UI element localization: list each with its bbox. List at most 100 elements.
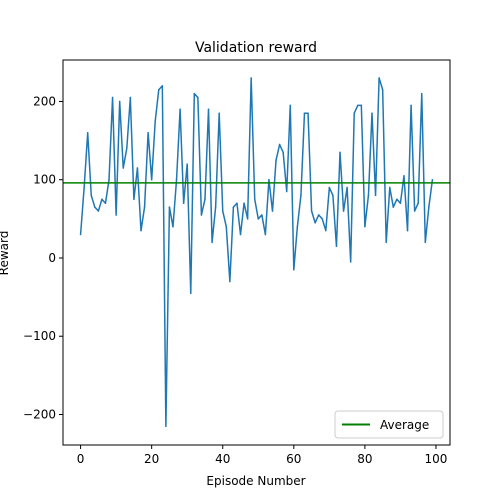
reward-point-5 xyxy=(97,210,100,212)
reward-point-85 xyxy=(381,88,384,91)
series-layer xyxy=(63,77,450,427)
reward-point-91 xyxy=(403,175,405,177)
reward-point-67 xyxy=(317,214,320,216)
reward-point-2 xyxy=(86,132,89,134)
x-axis-label: Episode Number xyxy=(206,474,305,488)
reward-point-7 xyxy=(104,202,107,204)
reward-point-62 xyxy=(300,194,302,197)
reward-point-26 xyxy=(172,225,174,228)
reward-point-4 xyxy=(94,206,96,208)
reward-point-20 xyxy=(150,178,153,181)
reward-point-15 xyxy=(133,198,135,201)
reward-point-84 xyxy=(378,77,380,79)
reward-point-34 xyxy=(200,214,203,216)
reward-point-75 xyxy=(346,186,348,189)
reward-point-65 xyxy=(310,210,313,212)
reward-point-6 xyxy=(101,198,103,201)
reward-point-10 xyxy=(115,214,117,216)
reward-point-33 xyxy=(197,96,199,99)
y-ticks: −200 −100 0 100 200 xyxy=(23,94,63,421)
y-tick-label-0: 0 xyxy=(48,251,56,265)
reward-point-96 xyxy=(420,92,423,95)
x-tick-label-40: 40 xyxy=(215,452,230,466)
reward-point-27 xyxy=(175,178,178,181)
reward-point-13 xyxy=(126,147,128,150)
reward-point-79 xyxy=(360,104,363,107)
reward-point-17 xyxy=(140,229,142,232)
reward-point-93 xyxy=(410,104,412,107)
reward-point-8 xyxy=(108,178,110,181)
reward-point-22 xyxy=(158,88,160,91)
reward-point-77 xyxy=(353,112,355,114)
plot-frame xyxy=(62,59,451,446)
reward-point-44 xyxy=(236,202,238,204)
reward-point-45 xyxy=(239,233,242,236)
reward-point-23 xyxy=(161,85,164,87)
reward-point-18 xyxy=(143,206,146,208)
reward-point-46 xyxy=(243,202,245,204)
reward-point-72 xyxy=(335,245,338,247)
reward-point-9 xyxy=(111,96,114,99)
x-ticks: 0 20 40 60 80 100 xyxy=(77,445,448,466)
reward-point-88 xyxy=(392,206,395,208)
reward-point-74 xyxy=(342,210,345,212)
reward-series-line xyxy=(79,77,434,427)
reward-point-14 xyxy=(129,96,132,99)
reward-point-81 xyxy=(367,194,370,197)
reward-point-70 xyxy=(328,186,331,189)
reward-point-92 xyxy=(406,229,409,232)
chart-title: Validation reward xyxy=(195,40,317,56)
y-tick-label--100: −100 xyxy=(23,329,56,343)
legend: Average xyxy=(334,410,444,439)
reward-point-86 xyxy=(385,241,387,244)
reward-point-52 xyxy=(264,233,267,236)
reward-point-95 xyxy=(417,202,419,204)
reward-point-24 xyxy=(165,425,167,427)
reward-point-28 xyxy=(179,108,181,111)
reward-point-43 xyxy=(232,206,235,208)
reward-point-25 xyxy=(168,206,171,208)
reward-point-78 xyxy=(357,104,359,107)
y-tick-label--200: −200 xyxy=(23,407,56,421)
reward-point-76 xyxy=(349,261,352,263)
reward-point-87 xyxy=(389,186,391,189)
reward-point-36 xyxy=(207,108,210,111)
reward-point-80 xyxy=(364,225,366,228)
x-tick-label-0: 0 xyxy=(77,452,85,466)
reward-point-55 xyxy=(275,159,277,161)
reward-point-35 xyxy=(204,198,206,201)
x-tick-label-60: 60 xyxy=(286,452,301,466)
reward-point-48 xyxy=(250,77,252,79)
reward-point-71 xyxy=(332,194,334,197)
reward-point-16 xyxy=(136,167,139,169)
x-tick-label-100: 100 xyxy=(425,452,448,466)
reward-point-1 xyxy=(83,186,85,189)
reward-point-90 xyxy=(399,202,402,204)
reward-point-39 xyxy=(218,112,220,114)
reward-point-29 xyxy=(182,202,185,204)
reward-point-89 xyxy=(396,198,398,201)
reward-point-37 xyxy=(211,241,213,244)
reward-point-97 xyxy=(424,241,427,244)
reward-point-66 xyxy=(314,222,316,224)
reward-point-42 xyxy=(229,280,231,283)
reward-point-50 xyxy=(257,218,260,220)
reward-point-19 xyxy=(147,132,149,134)
legend-label-average: Average xyxy=(380,418,429,432)
reward-point-32 xyxy=(193,92,196,95)
reward-point-51 xyxy=(261,214,263,216)
reward-point-54 xyxy=(271,210,274,212)
reward-point-56 xyxy=(278,143,281,146)
reward-point-61 xyxy=(296,225,299,228)
x-tick-label-20: 20 xyxy=(144,452,159,466)
reward-point-59 xyxy=(289,104,292,107)
reward-point-12 xyxy=(122,167,124,169)
y-tick-label-200: 200 xyxy=(33,94,56,108)
reward-point-38 xyxy=(214,206,217,208)
reward-point-21 xyxy=(154,120,156,122)
reward-point-82 xyxy=(371,112,373,114)
reward-point-31 xyxy=(190,292,192,294)
reward-point-57 xyxy=(282,151,284,154)
reward-point-49 xyxy=(253,198,256,201)
